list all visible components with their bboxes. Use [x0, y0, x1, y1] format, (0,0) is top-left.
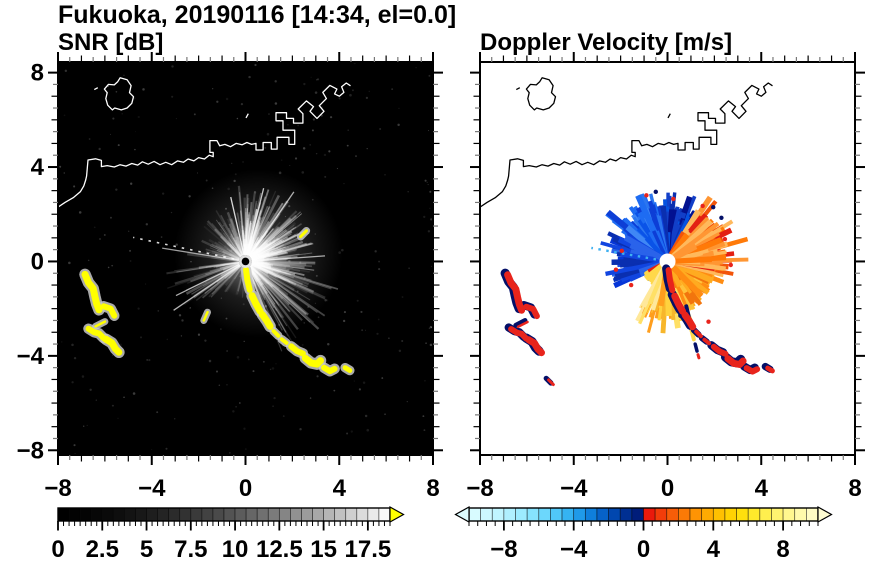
doppler-colorbar-tick-label: 8 [776, 536, 789, 563]
snr-axes: −8 −4 0 4 8 8 4 0 −4 −8 [17, 52, 443, 502]
doppler-x-tick-label: 4 [755, 475, 769, 502]
snr-plot-area [58, 62, 433, 455]
snr-colorbar-tick-label: 7.5 [174, 536, 207, 563]
snr-y-tick-label: 0 [31, 248, 44, 275]
doppler-x-tick-label: 0 [661, 475, 674, 502]
snr-colorbar-tick-label: 5 [140, 536, 153, 563]
doppler-colorbar-tick-label: −8 [490, 536, 517, 563]
snr-saturated-targets [79, 227, 355, 377]
doppler-x-tick-label: 8 [848, 475, 861, 502]
snr-colorbar-tick-label: 2.5 [86, 536, 119, 563]
doppler-plot-area [480, 62, 855, 455]
snr-x-tick-label: 4 [333, 475, 347, 502]
snr-colorbar: 0 2.5 5 7.5 10 12.5 15 17.5 [51, 505, 405, 563]
doppler-x-tick-label: −8 [466, 475, 493, 502]
doppler-colorbar: −8 −4 0 4 8 [454, 505, 833, 563]
doppler-axes: −8 −4 0 4 8 [466, 52, 865, 502]
snr-y-tick-label: −8 [17, 437, 44, 464]
doppler-colorbar-over-arrow [817, 505, 833, 524]
snr-x-tick-label: 0 [239, 475, 252, 502]
snr-y-tick-label: 4 [31, 154, 45, 181]
snr-colorbar-tick-label: 15 [310, 536, 337, 563]
doppler-colorbar-under-arrow [454, 505, 470, 524]
snr-x-tick-label: 8 [426, 475, 439, 502]
doppler-colorbar-tick-label: −4 [560, 536, 588, 563]
snr-colorbar-tick-label: 12.5 [256, 536, 303, 563]
snr-x-tick-label: −4 [138, 475, 166, 502]
snr-panel: −8 −4 0 4 8 8 4 0 −4 −8 0 2.5 5 7.5 10 12.5 15 17.5 [17, 52, 443, 563]
figure-title: Fukuoka, 20190116 [14:34, el=0.0] [58, 1, 457, 29]
doppler-x-tick-label: −4 [560, 475, 588, 502]
doppler-colorbar-tick-label: 4 [707, 536, 721, 563]
snr-colorbar-over-arrow [389, 505, 405, 524]
snr-y-tick-label: −4 [17, 343, 45, 370]
doppler-saturated-targets [500, 264, 775, 387]
snr-panel-title: SNR [dB] [58, 29, 164, 56]
snr-colorbar-tick-label: 10 [222, 536, 249, 563]
snr-y-tick-label: 8 [31, 60, 44, 87]
snr-colorbar-tick-label: 0 [51, 536, 64, 563]
doppler-colorbar-tick-label: 0 [637, 536, 650, 563]
snr-colorbar-tick-label: 17.5 [345, 536, 392, 563]
doppler-panel: −8 −4 0 4 8 −8 −4 0 4 8 [454, 52, 865, 563]
snr-x-tick-label: −8 [44, 475, 71, 502]
doppler-panel-title: Doppler Velocity [m/s] [480, 29, 733, 56]
